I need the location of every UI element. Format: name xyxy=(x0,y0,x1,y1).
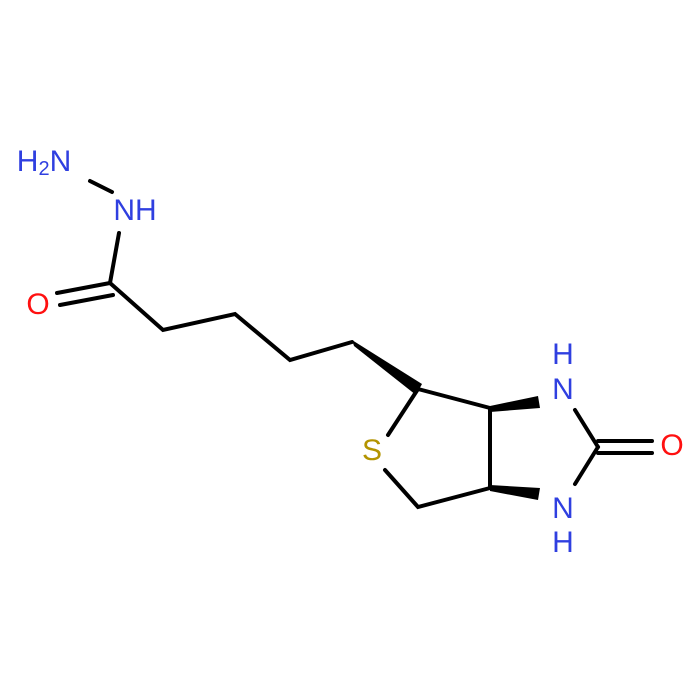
bond xyxy=(573,445,600,486)
atom-label: H2N xyxy=(17,145,71,180)
bond xyxy=(108,231,121,285)
chain-bonds xyxy=(108,281,354,363)
ring-bonds xyxy=(383,387,492,510)
bond xyxy=(573,408,600,449)
atom-label: N xyxy=(552,373,574,406)
atom-label: O xyxy=(660,429,683,462)
bonds xyxy=(55,179,654,510)
bond xyxy=(88,179,114,194)
atom-label: H xyxy=(552,526,574,559)
atom-label: N xyxy=(552,492,574,525)
atom-label: O xyxy=(26,288,49,321)
atom-label: S xyxy=(362,434,382,467)
wedge-bond xyxy=(352,340,422,395)
wedge-bond xyxy=(490,396,540,412)
atom-label: H xyxy=(552,338,574,371)
wedge-bond xyxy=(490,485,540,500)
bond xyxy=(55,281,112,295)
bond xyxy=(386,387,420,437)
atom-label: NH xyxy=(113,194,156,227)
bond xyxy=(58,293,115,307)
